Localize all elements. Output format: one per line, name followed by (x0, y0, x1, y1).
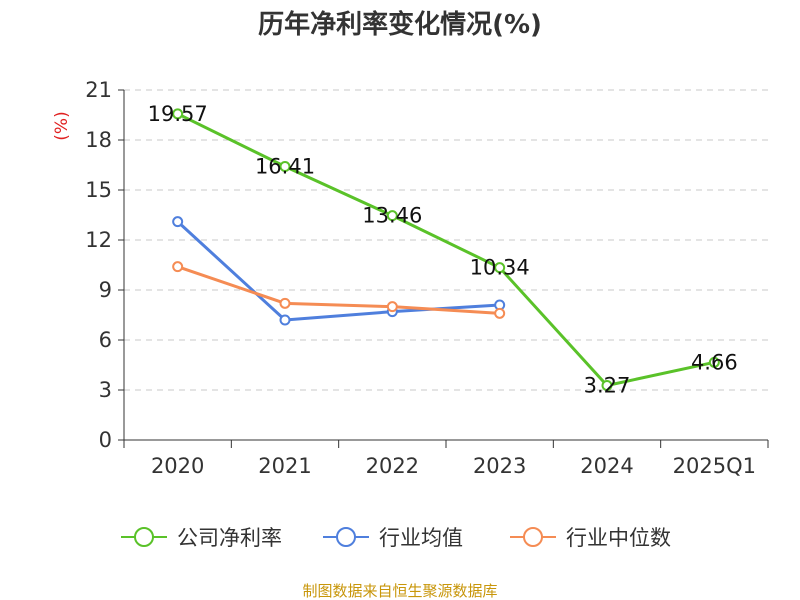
y-tick-label: 6 (99, 328, 112, 352)
y-tick-label: 9 (99, 278, 112, 302)
data-label: 3.27 (584, 374, 631, 398)
x-tick-label: 2023 (473, 454, 526, 478)
grid-lines (124, 89, 768, 391)
y-tick-label: 3 (99, 378, 112, 402)
series-line-2 (176, 220, 500, 322)
y-tick-label: 12 (85, 228, 112, 252)
data-point (279, 161, 291, 172)
legend[interactable]: 公司净利率 行业均值 行业中位数 (121, 526, 671, 550)
series-lines (172, 108, 720, 391)
legend-item[interactable]: 行业均值 (323, 526, 463, 550)
data-point (494, 307, 506, 319)
legend-label: 行业中位数 (566, 526, 671, 550)
y-tick-label: 0 (99, 428, 112, 452)
axes: 0 3 6 9 12 15 18 21 2020 2021 2022 2023 2024 2025Q1 (85, 78, 769, 478)
data-point (386, 210, 398, 222)
data-label: 4.66 (691, 350, 738, 374)
data-label: 10.34 (470, 256, 530, 280)
legend-label: 行业均值 (379, 526, 463, 550)
data-point (708, 356, 720, 368)
data-point (172, 216, 184, 228)
data-point (386, 301, 398, 313)
x-tick-label: 2022 (366, 454, 419, 478)
data-label: 13.46 (362, 204, 422, 228)
x-tick-label: 2021 (258, 454, 311, 478)
legend-marker (134, 527, 154, 547)
legend-item[interactable]: 行业中位数 (510, 526, 671, 550)
legend-item[interactable]: 公司净利率 (121, 526, 282, 550)
chart-title: 历年净利率变化情况(%) (258, 9, 542, 40)
data-point (279, 314, 291, 326)
data-source-note: 制图数据来自恒生聚源数据库 (302, 582, 497, 600)
y-tick-label: 18 (85, 128, 112, 152)
x-tick-label: 2025Q1 (673, 454, 756, 478)
data-labels: 19.57 16.41 13.46 10.34 3.27 4.66 (148, 102, 738, 398)
data-label: 19.57 (148, 102, 208, 126)
data-point (172, 108, 184, 120)
series-line-3 (177, 265, 500, 315)
series-line-1 (177, 112, 715, 387)
x-tick-label: 2024 (580, 454, 633, 478)
data-point (172, 261, 184, 273)
data-point (601, 380, 613, 391)
data-point (494, 262, 506, 274)
x-tick-label: 2020 (151, 454, 204, 478)
y-tick-label: 15 (85, 178, 112, 202)
y-axis-unit-label: (%) (52, 111, 72, 140)
legend-marker (336, 527, 356, 547)
data-label: 16.41 (255, 155, 315, 179)
legend-label: 公司净利率 (177, 526, 282, 550)
data-point (279, 297, 291, 309)
y-tick-label: 21 (85, 78, 112, 102)
legend-marker (523, 527, 543, 547)
